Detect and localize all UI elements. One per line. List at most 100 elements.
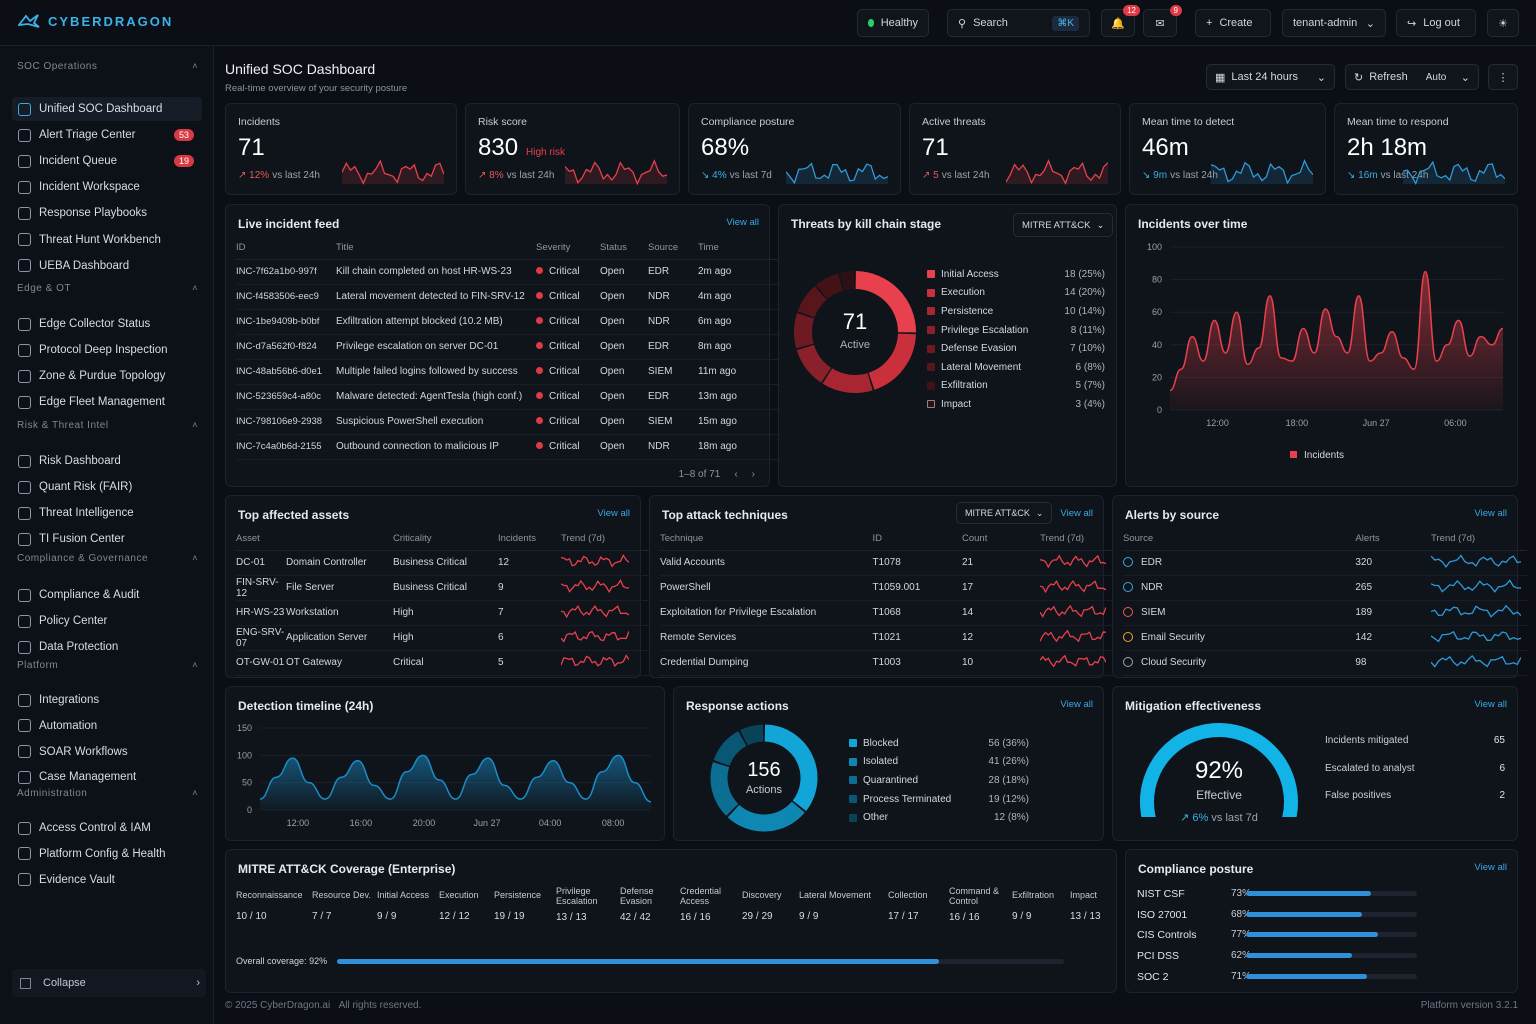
tactic-reconnaissance[interactable]: Reconnaissance 10 / 10	[236, 886, 308, 922]
sidebar-item-quant-risk-fair-[interactable]: Quant Risk (FAIR)	[12, 475, 202, 499]
tactic-resource-dev-[interactable]: Resource Dev. 7 / 7	[312, 886, 373, 922]
sidebar-item-compliance-audit[interactable]: Compliance & Audit	[12, 583, 202, 607]
logout-button[interactable]: ↪ Log out	[1396, 9, 1476, 37]
refresh-control[interactable]: ↻ Refresh Auto ⌄	[1345, 64, 1479, 90]
notifications-button[interactable]: 🔔 12	[1101, 5, 1140, 37]
sidebar-item-integrations[interactable]: Integrations	[12, 688, 202, 712]
sidebar-item-soar-workflows[interactable]: SOAR Workflows	[12, 740, 202, 764]
table-row[interactable]: INC-f4583506-eec9 Lateral movement detect…	[236, 284, 779, 310]
table-row[interactable]: INC-7f62a1b0-997f Kill chain completed on…	[236, 259, 779, 285]
sidebar-item-ueba-dashboard[interactable]: UEBA Dashboard	[12, 254, 202, 278]
tactic-persistence[interactable]: Persistence 19 / 19	[494, 886, 552, 922]
search-box[interactable]: ⚲ Search ⌘K	[947, 9, 1090, 37]
view-all-link[interactable]: View all	[1474, 508, 1507, 519]
chevron-right-icon[interactable]: ›	[751, 469, 755, 480]
framework-filter[interactable]: MITRE ATT&CK ⌄	[956, 502, 1053, 524]
view-all-link[interactable]: View all	[1060, 508, 1093, 519]
table-row[interactable]: INC-7c4a0b6d-2155 Outbound connection to …	[236, 434, 779, 460]
sidebar-item-incident-queue[interactable]: Incident Queue 19	[12, 149, 202, 173]
sidebar-section-2[interactable]: Risk & Threat Intel ˄	[12, 416, 202, 434]
table-row[interactable]: INC-d7a562f0-f824 Privilege escalation on…	[236, 334, 779, 360]
tactic-exfiltration[interactable]: Exfiltration 9 / 9	[1012, 886, 1066, 922]
collapse-button[interactable]: Collapse ›	[12, 969, 206, 997]
sidebar-section-3[interactable]: Compliance & Governance ˄	[12, 549, 202, 567]
chevron-up-icon[interactable]: ˄	[192, 420, 198, 430]
chevron-up-icon[interactable]: ˄	[192, 283, 198, 293]
tactic-collection[interactable]: Collection 17 / 17	[888, 886, 945, 922]
chevron-up-icon[interactable]: ˄	[192, 660, 198, 670]
framework-filter[interactable]: MITRE ATT&CK ⌄	[1013, 213, 1114, 237]
table-row[interactable]: OT-GW-01 OT Gateway Critical 5	[236, 650, 650, 676]
tactic-command-control[interactable]: Command & Control 16 / 16	[949, 886, 1008, 923]
table-row[interactable]: HR-WS-23 Workstation High 7	[236, 600, 650, 626]
sidebar-item-edge-collector-status[interactable]: Edge Collector Status	[12, 312, 202, 336]
sidebar-item-zone-purdue-topology[interactable]: Zone & Purdue Topology	[12, 364, 202, 388]
table-row[interactable]: PowerShell T1059.001 17	[660, 575, 1113, 601]
table-row[interactable]: INC-523659c4-a80c Malware detected: Agent…	[236, 384, 779, 410]
table-row[interactable]: Cloud Security 98	[1123, 650, 1527, 676]
table-row[interactable]: DC-01 Domain Controller Business Critical 1…	[236, 550, 650, 576]
table-row[interactable]: Valid Accounts T1078 21	[660, 550, 1113, 576]
sidebar-item-case-management[interactable]: Case Management	[12, 765, 202, 789]
theme-toggle[interactable]: ☀	[1487, 9, 1519, 37]
sidebar-item-alert-triage-center[interactable]: Alert Triage Center 53	[12, 123, 202, 147]
table-row[interactable]: EDR 320	[1123, 550, 1527, 576]
table-row[interactable]: INC-1be9409b-b0bf Exfiltration attempt bl…	[236, 309, 779, 335]
view-all-link[interactable]: View all	[597, 508, 630, 519]
table-row[interactable]: INC-48ab56b6-d0e1 Multiple failed logins …	[236, 359, 779, 385]
chevron-up-icon[interactable]: ˄	[192, 553, 198, 563]
sidebar-item-threat-hunt-workbench[interactable]: Threat Hunt Workbench	[12, 228, 202, 252]
view-all-link[interactable]: View all	[726, 217, 759, 228]
cell-text: Multiple failed logins followed by succe…	[336, 366, 518, 377]
view-all-link[interactable]: View all	[1474, 862, 1507, 873]
table-row[interactable]: ENG-SRV-07 Application Server High 6	[236, 625, 650, 651]
table-row[interactable]: Remote Services T1021 12	[660, 625, 1113, 651]
view-all-link[interactable]: View all	[1060, 699, 1093, 710]
tactic-credential-access[interactable]: Credential Access 16 / 16	[680, 886, 738, 923]
table-row[interactable]: NDR 265	[1123, 575, 1527, 601]
sidebar-section-1[interactable]: Edge & OT ˄	[12, 279, 202, 297]
tactic-discovery[interactable]: Discovery 29 / 29	[742, 886, 795, 922]
sidebar-item-response-playbooks[interactable]: Response Playbooks	[12, 201, 202, 225]
tactic-impact[interactable]: Impact 13 / 13	[1070, 886, 1114, 922]
view-all-link[interactable]: View all	[1474, 699, 1507, 710]
tactic-privilege-escalation[interactable]: Privilege Escalation 13 / 13	[556, 886, 616, 923]
health-status[interactable]: Healthy	[857, 9, 929, 37]
tactic-initial-access[interactable]: Initial Access 9 / 9	[377, 886, 435, 922]
sidebar-item-incident-workspace[interactable]: Incident Workspace	[12, 175, 202, 199]
time-range-selector[interactable]: ▦ Last 24 hours ⌄	[1206, 64, 1335, 90]
sidebar-item-threat-intelligence[interactable]: Threat Intelligence	[12, 501, 202, 525]
auto-refresh-select[interactable]: Auto	[1425, 71, 1447, 83]
sidebar-item-data-protection[interactable]: Data Protection	[12, 635, 202, 659]
tenant-selector[interactable]: tenant-admin ⌄	[1282, 9, 1386, 37]
sidebar-item-risk-dashboard[interactable]: Risk Dashboard	[12, 449, 202, 473]
sidebar-item-unified-soc-dashboard[interactable]: Unified SOC Dashboard	[12, 97, 202, 121]
sidebar-item-platform-config-health[interactable]: Platform Config & Health	[12, 842, 202, 866]
brand-logo[interactable]: CYBERDRAGON	[18, 13, 173, 29]
sidebar-item-automation[interactable]: Automation	[12, 714, 202, 738]
sidebar-item-protocol-deep-inspection[interactable]: Protocol Deep Inspection	[12, 338, 202, 362]
more-options-button[interactable]: ⋮	[1488, 64, 1518, 90]
chevron-up-icon[interactable]: ˄	[192, 788, 198, 798]
sidebar-item-policy-center[interactable]: Policy Center	[12, 609, 202, 633]
sidebar-section-5[interactable]: Administration ˄	[12, 784, 202, 802]
table-row[interactable]: Email Security 142	[1123, 625, 1527, 651]
chevron-up-icon[interactable]: ˄	[192, 61, 198, 71]
table-row[interactable]: INC-798106e9-2938 Suspicious PowerShell e…	[236, 409, 779, 435]
sidebar-section-4[interactable]: Platform ˄	[12, 656, 202, 674]
table-row[interactable]: Exploitation for Privilege Escalation T10…	[660, 600, 1113, 626]
tactic-lateral-movement[interactable]: Lateral Movement 9 / 9	[799, 886, 884, 922]
sidebar-item-access-control-iam[interactable]: Access Control & IAM	[12, 816, 202, 840]
table-row[interactable]: SIEM 189	[1123, 600, 1527, 626]
table-row[interactable]: FIN-SRV-12 File Server Business Critical 9	[236, 575, 650, 601]
sidebar-section-0[interactable]: SOC Operations ˄	[12, 57, 202, 75]
create-button[interactable]: + Create	[1195, 9, 1271, 37]
sidebar-item-ti-fusion-center[interactable]: TI Fusion Center	[12, 527, 202, 551]
tactic-defense-evasion[interactable]: Defense Evasion 42 / 42	[620, 886, 676, 923]
sidebar-item-evidence-vault[interactable]: Evidence Vault	[12, 868, 202, 892]
tactic-execution[interactable]: Execution 12 / 12	[439, 886, 490, 922]
table-row[interactable]: Credential Dumping T1003 10	[660, 650, 1113, 676]
chevron-left-icon[interactable]: ‹	[734, 469, 738, 480]
sidebar-item-edge-fleet-management[interactable]: Edge Fleet Management	[12, 390, 202, 414]
messages-button[interactable]: ✉ 9	[1143, 5, 1182, 37]
